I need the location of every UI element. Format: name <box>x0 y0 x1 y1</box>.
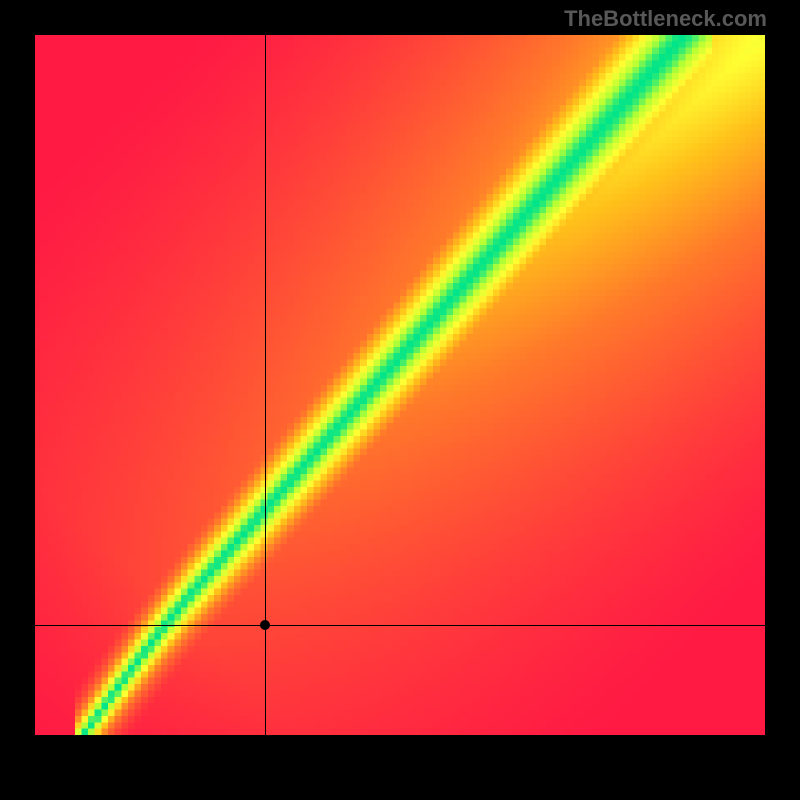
source-watermark: TheBottleneck.com <box>564 6 767 32</box>
bottleneck-heatmap <box>35 35 765 735</box>
crosshair-marker-dot <box>260 620 270 630</box>
crosshair-horizontal-line <box>35 625 765 626</box>
crosshair-vertical-line <box>265 35 266 735</box>
